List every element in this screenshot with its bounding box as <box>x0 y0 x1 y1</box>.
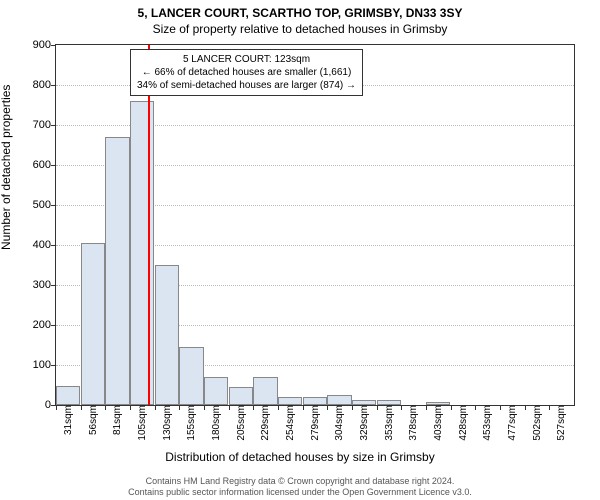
chart-subtitle: Size of property relative to detached ho… <box>0 20 600 36</box>
xtick-mark <box>475 405 476 410</box>
histogram-bar <box>303 397 327 405</box>
annotation-line-3: 34% of semi-detached houses are larger (… <box>137 79 356 92</box>
x-axis-label: Distribution of detached houses by size … <box>0 450 600 464</box>
histogram-bar <box>253 377 277 405</box>
ytick-label: 900 <box>33 39 56 51</box>
xtick-label: 180sqm <box>207 405 222 441</box>
histogram-bar <box>278 397 302 405</box>
y-axis-label: Number of detached properties <box>0 85 13 250</box>
xtick-label: 254sqm <box>281 405 296 441</box>
chart-title: 5, LANCER COURT, SCARTHO TOP, GRIMSBY, D… <box>0 0 600 20</box>
plot-area: 010020030040050060070080090031sqm56sqm81… <box>55 44 575 406</box>
xtick-label: 304sqm <box>330 405 345 441</box>
chart-container: 5, LANCER COURT, SCARTHO TOP, GRIMSBY, D… <box>0 0 600 500</box>
xtick-label: 502sqm <box>528 405 543 441</box>
xtick-label: 56sqm <box>84 405 99 435</box>
xtick-mark <box>105 405 106 410</box>
xtick-mark <box>525 405 526 410</box>
xtick-mark <box>426 405 427 410</box>
ytick-label: 500 <box>33 199 56 211</box>
xtick-mark <box>229 405 230 410</box>
xtick-label: 155sqm <box>182 405 197 441</box>
xtick-mark <box>377 405 378 410</box>
xtick-mark <box>327 405 328 410</box>
ytick-label: 300 <box>33 279 56 291</box>
xtick-label: 130sqm <box>158 405 173 441</box>
xtick-mark <box>352 405 353 410</box>
histogram-bar <box>229 387 253 405</box>
histogram-bar <box>105 137 129 405</box>
footer-line-2: Contains public sector information licen… <box>0 487 600 498</box>
xtick-label: 378sqm <box>404 405 419 441</box>
xtick-label: 353sqm <box>380 405 395 441</box>
xtick-label: 403sqm <box>429 405 444 441</box>
annotation-line-2: ← 66% of detached houses are smaller (1,… <box>137 66 356 79</box>
xtick-mark <box>155 405 156 410</box>
xtick-label: 81sqm <box>108 405 123 435</box>
xtick-mark <box>451 405 452 410</box>
ytick-label: 600 <box>33 159 56 171</box>
xtick-label: 105sqm <box>133 405 148 441</box>
xtick-mark <box>130 405 131 410</box>
xtick-mark <box>549 405 550 410</box>
xtick-label: 229sqm <box>256 405 271 441</box>
xtick-label: 477sqm <box>503 405 518 441</box>
ytick-label: 400 <box>33 239 56 251</box>
histogram-bar <box>155 265 179 405</box>
xtick-mark <box>179 405 180 410</box>
histogram-bar <box>130 101 154 405</box>
annotation-line-1: 5 LANCER COURT: 123sqm <box>137 53 356 66</box>
histogram-bar <box>327 395 351 405</box>
histogram-bar <box>179 347 203 405</box>
xtick-label: 453sqm <box>478 405 493 441</box>
histogram-bar <box>56 386 80 405</box>
footer-line-1: Contains HM Land Registry data © Crown c… <box>0 476 600 487</box>
xtick-mark <box>401 405 402 410</box>
xtick-mark <box>204 405 205 410</box>
xtick-mark <box>253 405 254 410</box>
ytick-label: 700 <box>33 119 56 131</box>
xtick-label: 527sqm <box>552 405 567 441</box>
xtick-mark <box>278 405 279 410</box>
xtick-label: 279sqm <box>306 405 321 441</box>
xtick-mark <box>303 405 304 410</box>
xtick-mark <box>500 405 501 410</box>
ytick-label: 800 <box>33 79 56 91</box>
ytick-label: 100 <box>33 359 56 371</box>
footer-attribution: Contains HM Land Registry data © Crown c… <box>0 476 600 498</box>
histogram-bar <box>81 243 105 405</box>
xtick-label: 428sqm <box>454 405 469 441</box>
marker-line <box>148 45 150 405</box>
ytick-label: 0 <box>45 399 56 411</box>
xtick-mark <box>56 405 57 410</box>
ytick-label: 200 <box>33 319 56 331</box>
annotation-box: 5 LANCER COURT: 123sqm ← 66% of detached… <box>130 49 363 96</box>
xtick-mark <box>81 405 82 410</box>
xtick-label: 329sqm <box>355 405 370 441</box>
histogram-bar <box>204 377 228 405</box>
xtick-label: 205sqm <box>232 405 247 441</box>
xtick-label: 31sqm <box>59 405 74 435</box>
